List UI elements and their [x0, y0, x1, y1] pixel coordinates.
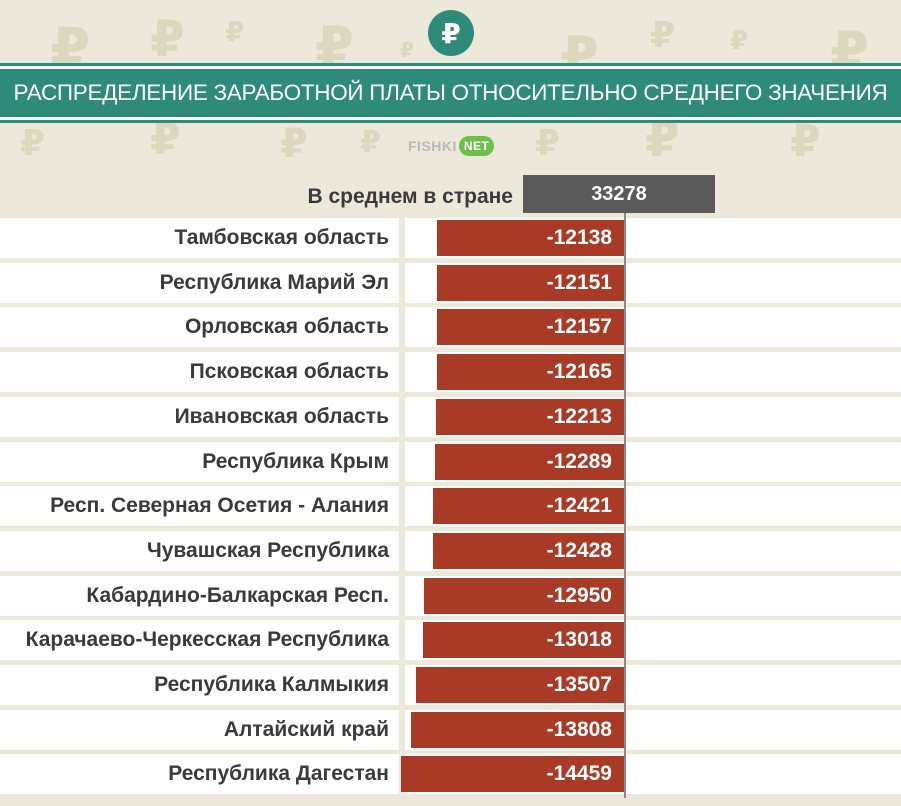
row-separator [399, 441, 405, 482]
category-label: Алтайский край [223, 717, 389, 741]
average-value: 33278 [523, 175, 715, 213]
row-separator [399, 262, 405, 303]
row-separator [399, 665, 405, 705]
chart-title: РАСПРЕДЕЛЕНИЕ ЗАРАБОТНОЙ ПЛАТЫ ОТНОСИТЕЛ… [13, 80, 888, 105]
category-label: Псковская область [189, 360, 389, 384]
row-separator [399, 307, 405, 348]
bar: -14459 [401, 756, 624, 793]
ruble-decor-icon: ₽ [20, 123, 46, 164]
bar: -12157 [436, 309, 624, 346]
bar-value-label: -12428 [546, 538, 612, 562]
bar-value-label: -12213 [546, 404, 612, 428]
category-label: Республика Марий Эл [159, 270, 389, 294]
category-label: Республика Дагестан [168, 762, 389, 786]
chart-row: Республика Калмыкия -13507 [0, 665, 901, 705]
category-label: Республика Крым [202, 449, 389, 473]
bar-value-label: -13018 [546, 628, 612, 652]
row-separator [399, 575, 405, 616]
bar: -12138 [437, 220, 624, 256]
average-label: В среднем в стране [307, 185, 513, 208]
chart-row: Кабардино-Балкарская Респ. -12950 [0, 575, 901, 616]
ruble-decor-icon: ₽ [645, 110, 680, 168]
row-separator [399, 396, 405, 437]
brand-suffix: NET [458, 136, 495, 156]
bar-value-label: -12138 [546, 226, 612, 249]
ruble-decor-icon: ₽ [400, 38, 414, 62]
bar-value-label: -14459 [546, 762, 612, 786]
zero-axis-line [624, 213, 626, 798]
bar: -12428 [432, 532, 624, 569]
bar-value-label: -12950 [546, 583, 612, 607]
row-separator [399, 530, 405, 571]
ruble-decor-icon: ₽ [650, 15, 676, 56]
category-label: Чувашская Республика [146, 538, 389, 562]
category-label: Республика Калмыкия [154, 673, 389, 696]
ruble-decor-icon: ₽ [360, 125, 381, 160]
bar: -12151 [436, 264, 624, 301]
row-separator [399, 352, 405, 393]
bar-value-label: -13808 [546, 717, 612, 741]
ruble-decor-icon: ₽ [150, 10, 185, 68]
bar: -12950 [424, 577, 624, 614]
bar-value-label: -13507 [546, 673, 612, 696]
bar-value-label: -12157 [546, 315, 612, 339]
bar: -12165 [436, 354, 624, 391]
ruble-decor-icon: ₽ [790, 116, 821, 167]
chart-row: Тамбовская область -12138 [0, 218, 901, 258]
ruble-decor-icon: ₽ [280, 121, 308, 167]
ruble-decor-icon: ₽ [535, 123, 561, 164]
chart-row: Орловская область -12157 [0, 307, 901, 348]
ruble-decor-icon: ₽ [730, 26, 749, 56]
bar: -12289 [434, 443, 624, 480]
chart-row: Республика Крым -12289 [0, 441, 901, 482]
chart-row: Респ. Северная Осетия - Алания -12421 [0, 486, 901, 527]
row-separator [399, 486, 405, 527]
bar-chart: В среднем в стране 33278 Тамбовская обла… [0, 175, 901, 806]
bar: -13018 [423, 622, 624, 659]
chart-row: Ивановская область -12213 [0, 396, 901, 437]
bar-value-label: -12289 [546, 449, 612, 473]
bar-value-label: -12151 [546, 270, 612, 294]
category-label: Кабардино-Балкарская Респ. [86, 583, 389, 607]
title-banner: РАСПРЕДЕЛЕНИЕ ЗАРАБОТНОЙ ПЛАТЫ ОТНОСИТЕЛ… [0, 66, 901, 120]
bar: -12421 [432, 488, 624, 525]
bar: -12213 [435, 398, 624, 435]
row-separator [399, 709, 405, 750]
chart-row: Алтайский край -13808 [0, 709, 901, 750]
ruble-decor-icon: ₽ [225, 15, 245, 48]
category-label: Орловская область [184, 315, 389, 339]
row-separator [399, 218, 405, 258]
row-separator [399, 620, 405, 661]
bar: -13507 [415, 667, 624, 703]
chart-row: Карачаево-Черкесская Республика -13018 [0, 620, 901, 661]
bar-value-label: -12421 [546, 494, 612, 518]
chart-row: Республика Марий Эл -12151 [0, 262, 901, 303]
bar: -13808 [411, 711, 624, 748]
brand-logo: FISHKI NET [408, 133, 495, 159]
category-label: Респ. Северная Осетия - Алания [50, 494, 389, 518]
chart-row: Республика Дагестан -14459 [0, 754, 901, 795]
ruble-decor-icon: ₽ [150, 114, 181, 165]
ruble-logo-icon: ₽ [428, 10, 474, 56]
brand-name: FISHKI [408, 138, 457, 154]
category-label: Тамбовская область [174, 226, 389, 249]
category-label: Ивановская область [174, 404, 389, 428]
bar-value-label: -12165 [546, 360, 612, 384]
category-label: Карачаево-Черкесская Республика [25, 628, 389, 652]
chart-row: Псковская область -12165 [0, 352, 901, 393]
chart-row: Чувашская Республика -12428 [0, 530, 901, 571]
